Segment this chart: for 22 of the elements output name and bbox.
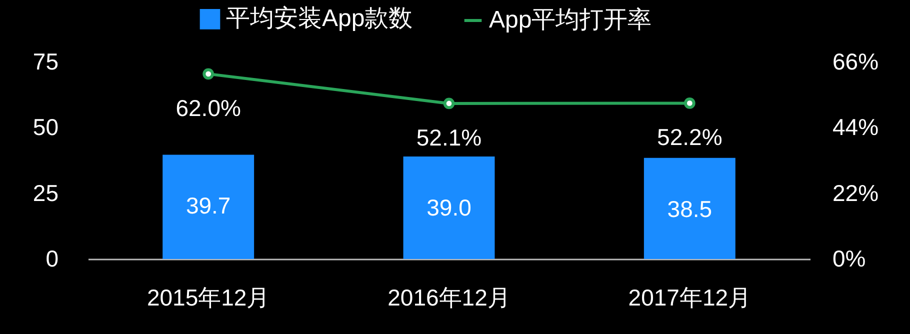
data-label: 52.2% xyxy=(657,124,722,150)
y-tick-label: 50 xyxy=(32,114,58,140)
legend-label: App平均打开率 xyxy=(489,6,652,34)
y2-tick-label: 0% xyxy=(832,246,866,272)
data-label: 39.7 xyxy=(186,192,231,219)
data-label: 38.5 xyxy=(667,196,712,222)
y-tick-label: 75 xyxy=(32,48,58,74)
x-tick-label: 2015年12月 xyxy=(146,284,270,310)
x-tick-label: 2017年12月 xyxy=(628,284,752,310)
y-tick-label: 25 xyxy=(32,180,58,206)
point xyxy=(443,98,455,110)
y2-tick-label: 44% xyxy=(832,114,879,140)
x-tick-label: 2016年12月 xyxy=(388,284,510,310)
point xyxy=(202,68,214,80)
data-label: 62.0% xyxy=(176,94,241,121)
legend-label: 平均安装App款数 xyxy=(226,5,413,32)
y2-tick-label: 66% xyxy=(832,48,879,74)
point xyxy=(684,98,696,109)
y-tick-label: 0 xyxy=(46,246,58,272)
data-label: 52.1% xyxy=(416,124,482,150)
y2-tick-label: 22% xyxy=(832,180,879,206)
data-label: 39.0 xyxy=(426,194,472,221)
